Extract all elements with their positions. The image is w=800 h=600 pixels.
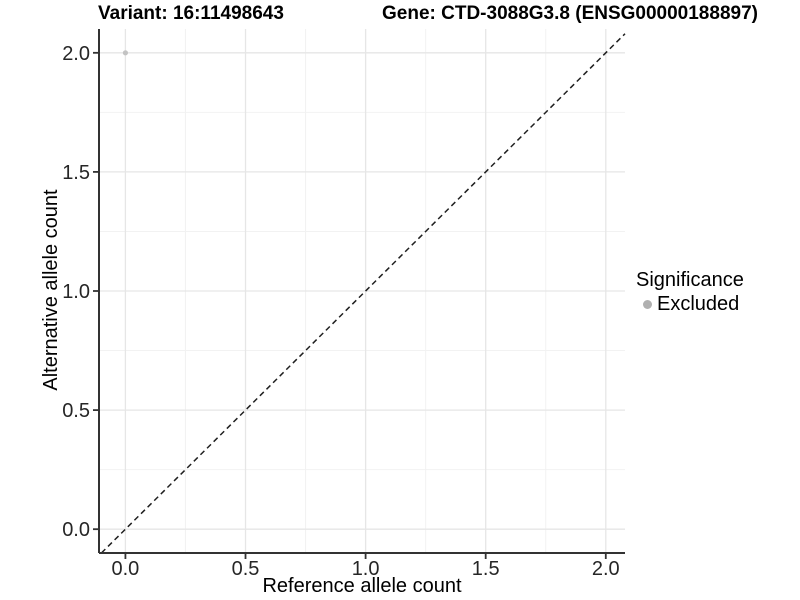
y-tick-label: 1.0 [62,281,90,303]
x-axis-title: Reference allele count [262,575,462,597]
y-tick-label: 2.0 [62,43,90,65]
identity-reference-line [100,33,626,554]
x-tick-label: 1.0 [352,558,380,580]
plot-title-variant: Variant: 16:11498643 [98,3,284,24]
y-axis-title: Alternative allele count [40,189,62,391]
legend-key-dot [643,299,652,309]
legend: Significance Excluded [636,269,744,315]
legend-item-label: Excluded [657,293,740,315]
x-tick-label: 0.5 [232,558,260,580]
legend-item-excluded: Excluded [636,293,744,315]
y-tick-label: 1.5 [62,162,90,184]
plot-title-gene: Gene: CTD-3088G3.8 (ENSG00000188897) [382,3,758,24]
y-tick-label: 0.5 [62,400,90,422]
legend-title: Significance [636,269,744,291]
x-tick-label: 0.0 [112,558,140,580]
x-tick-label: 2.0 [592,558,620,580]
data-point [122,50,129,56]
x-tick-label: 1.5 [472,558,500,580]
y-tick-label: 0.0 [62,519,90,541]
